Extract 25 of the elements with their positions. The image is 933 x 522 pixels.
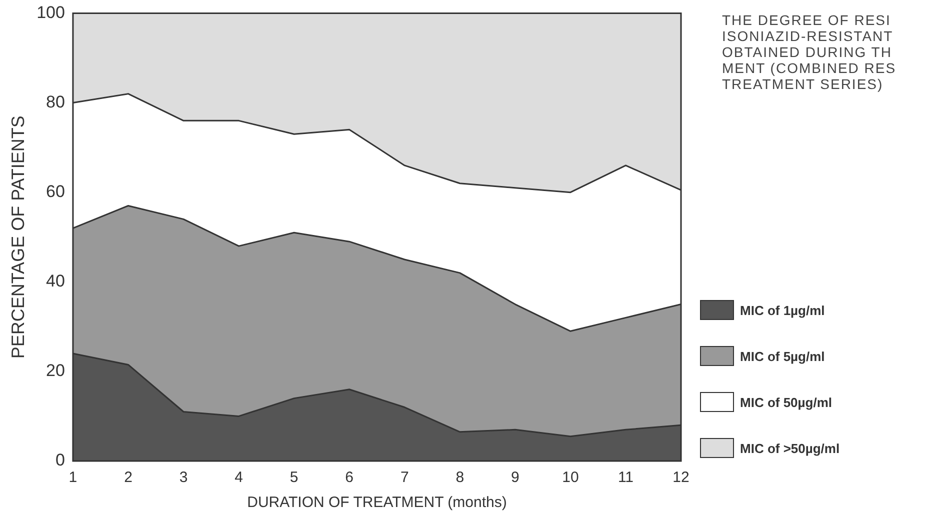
x-tick-label: 7 bbox=[400, 469, 409, 486]
x-axis-title: DURATION OF TREATMENT (months) bbox=[247, 494, 507, 512]
x-tick-label: 12 bbox=[672, 469, 690, 486]
text: THE DEGREE OF RESI ISONIAZID-RESISTANT OBTAINED DURING TH MENT (COMBINED RES TREATMENT SERIES) bbox=[722, 12, 896, 92]
x-tick-label: 3 bbox=[179, 469, 188, 486]
y-tick-label: 0 bbox=[55, 450, 65, 470]
y-tick-label: 80 bbox=[46, 92, 65, 112]
x-tick-label: 9 bbox=[511, 469, 520, 486]
x-tick-label: 5 bbox=[290, 469, 298, 486]
x-tick-label: 6 bbox=[345, 469, 354, 486]
y-tick-label: 100 bbox=[36, 2, 65, 22]
legend-label: MIC of 5µg/ml bbox=[740, 348, 825, 364]
x-tick-label: 10 bbox=[562, 469, 579, 486]
y-axis-title: PERCENTAGE OF PATIENTS bbox=[8, 116, 28, 359]
x-tick-label: 4 bbox=[234, 469, 243, 486]
y-tick-label: 60 bbox=[46, 182, 65, 202]
legend-label: MIC of >50µg/ml bbox=[740, 440, 840, 456]
x-tick-label: 11 bbox=[618, 469, 634, 486]
legend-label: MIC of 50µg/ml bbox=[740, 394, 832, 410]
y-tick-label: 20 bbox=[46, 361, 65, 380]
x-tick-label: 2 bbox=[124, 469, 132, 486]
x-tick-label: 1 bbox=[68, 469, 78, 486]
y-tick-label: 40 bbox=[46, 272, 65, 291]
legend-label: MIC of 1µg/ml bbox=[740, 302, 825, 318]
x-tick-label: 8 bbox=[456, 469, 464, 486]
